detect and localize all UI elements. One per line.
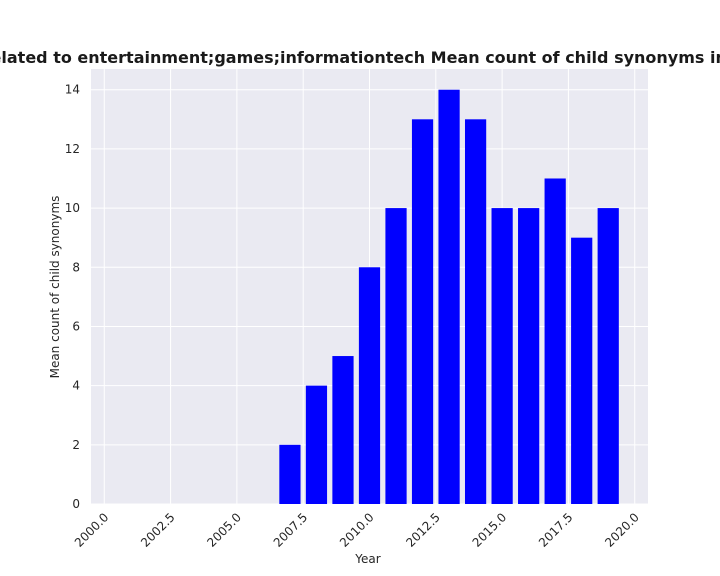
x-tick-label: 2015.0	[470, 510, 510, 550]
x-tick-label: 2017.5	[536, 510, 576, 550]
y-tick-label: 4	[72, 379, 80, 393]
x-tick-label: 2000.0	[72, 510, 112, 550]
y-axis-label: Mean count of child synonyms	[48, 196, 62, 379]
y-tick-label: 2	[72, 438, 80, 452]
x-tick-label: 2005.0	[204, 510, 244, 550]
bar	[464, 119, 487, 504]
bar	[279, 444, 301, 504]
bar-series	[279, 89, 619, 504]
bar	[305, 385, 328, 504]
x-tick-label: 2002.5	[138, 510, 178, 550]
x-tick-label: 2012.5	[403, 510, 443, 550]
y-tick-label: 10	[65, 201, 80, 215]
x-tick-label: 2010.0	[337, 510, 377, 550]
bar	[571, 237, 593, 504]
y-tick-label: 14	[65, 83, 80, 97]
y-tick-label: 0	[72, 497, 80, 511]
chart-title: es are related to entertainment;games;in…	[0, 48, 720, 67]
bar	[544, 178, 566, 504]
bar	[385, 208, 407, 504]
bar	[332, 356, 354, 504]
x-axis-ticks: 2000.0 2002.5 2005.0 2007.5 2010.0 2012.5 2015…	[72, 510, 642, 550]
x-axis-label: Year	[354, 552, 380, 566]
bar	[411, 119, 434, 504]
bar	[518, 208, 540, 504]
bar	[597, 208, 619, 504]
bar	[438, 89, 460, 504]
y-axis-ticks: 0 2 4 6 8 10 12 14	[65, 83, 80, 511]
x-tick-label: 2007.5	[271, 510, 311, 550]
y-tick-label: 8	[72, 260, 80, 274]
y-tick-label: 6	[72, 319, 80, 333]
y-tick-label: 12	[65, 142, 80, 156]
bar	[358, 267, 381, 504]
x-tick-label: 2020.0	[602, 510, 642, 550]
bar	[491, 208, 513, 504]
